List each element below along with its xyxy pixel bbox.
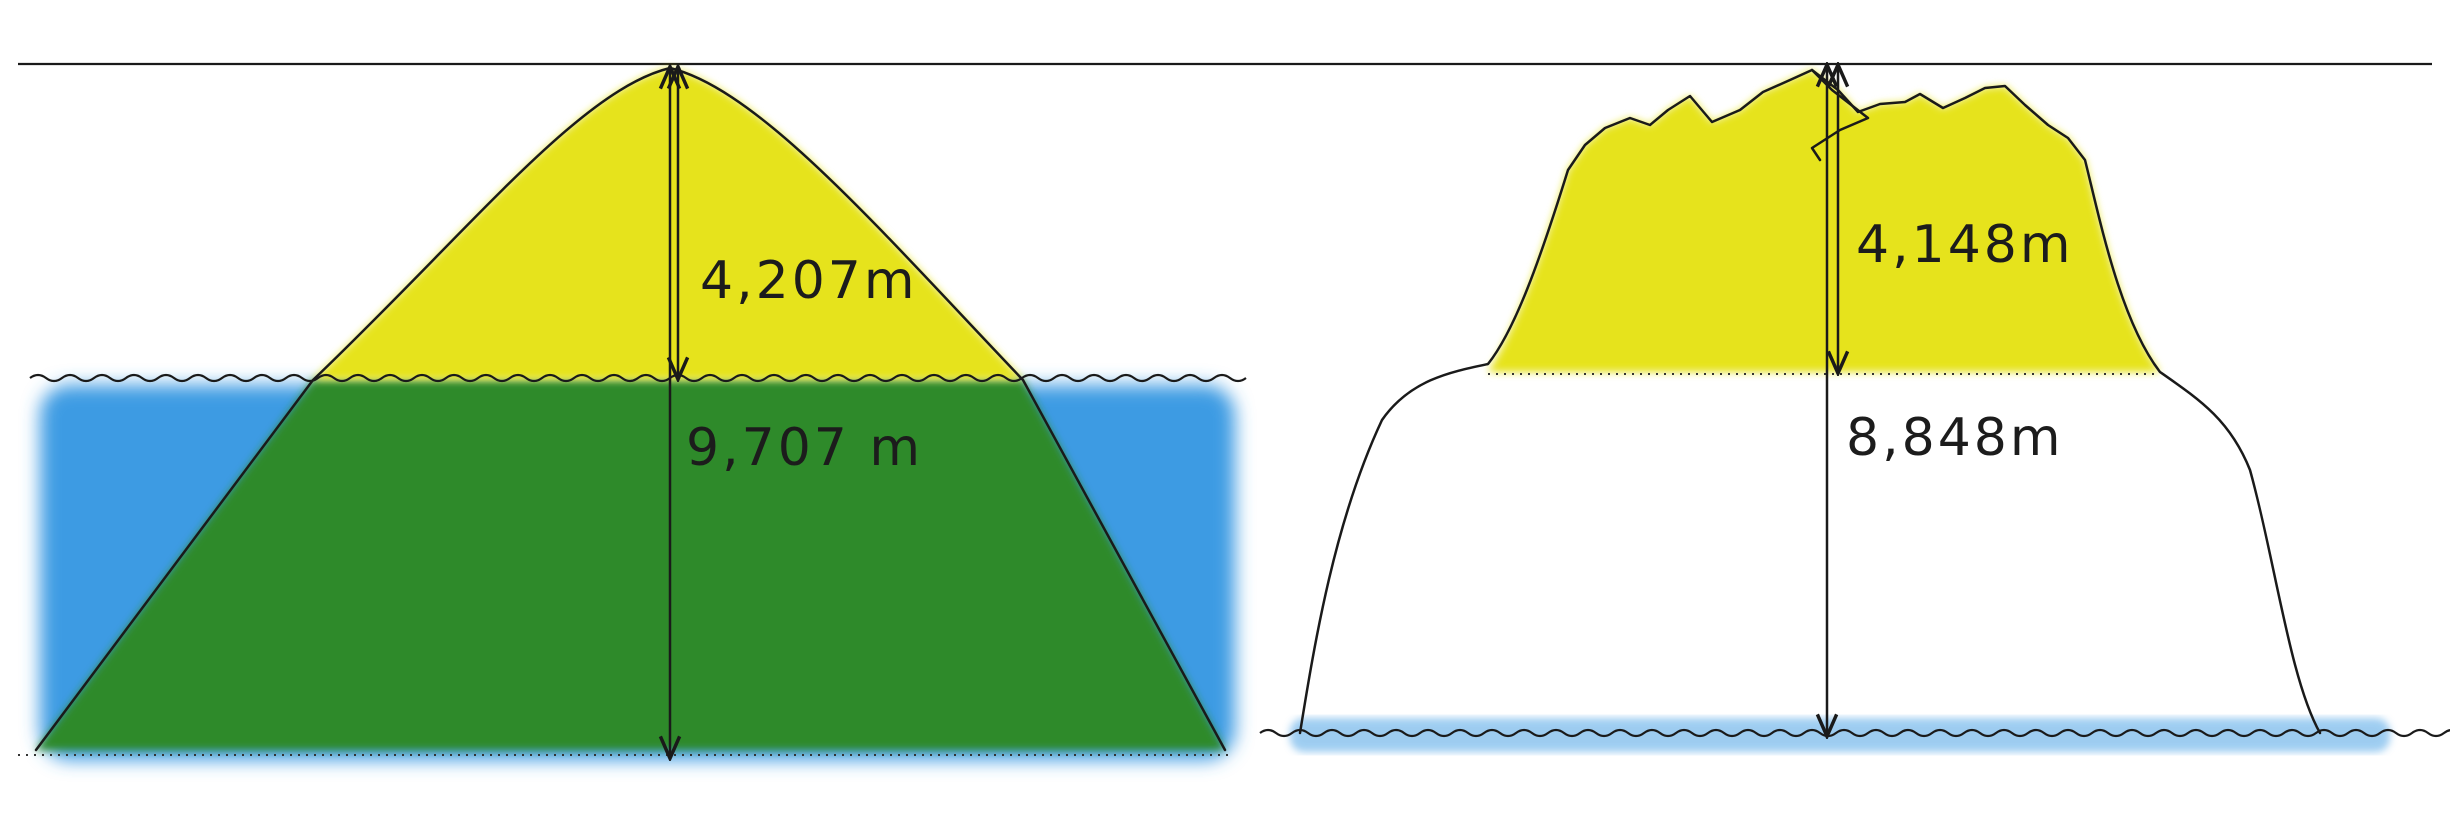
right-total-height-label: 8,848m — [1846, 408, 2064, 468]
left-above-sea-height-label: 4,207m — [700, 251, 918, 311]
left-mountain-group: 4,207m 9,707 m — [18, 68, 1247, 760]
right-base-water-fill — [1290, 718, 2390, 752]
left-total-height-label: 9,707 m — [686, 418, 923, 478]
right-mountain-group: 4,148m 8,848m — [1259, 66, 2450, 752]
left-sea-level-wave — [29, 373, 1247, 383]
mountain-below-sea-fill — [36, 380, 1225, 750]
right-base-wave — [1259, 728, 2450, 738]
right-above-height-label: 4,148m — [1856, 215, 2074, 275]
mountain-above-sea-fill — [313, 68, 1023, 380]
